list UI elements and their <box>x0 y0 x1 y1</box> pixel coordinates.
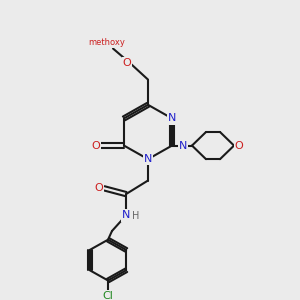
Text: O: O <box>94 183 103 193</box>
Text: O: O <box>92 141 100 151</box>
Text: O: O <box>123 58 131 68</box>
Text: Cl: Cl <box>103 291 113 300</box>
Text: methoxy: methoxy <box>88 38 125 47</box>
Text: N: N <box>144 154 152 164</box>
Text: N: N <box>168 113 176 123</box>
Text: N: N <box>179 141 187 151</box>
Text: O: O <box>235 141 243 151</box>
Text: N: N <box>122 211 130 220</box>
Text: H: H <box>132 212 140 221</box>
